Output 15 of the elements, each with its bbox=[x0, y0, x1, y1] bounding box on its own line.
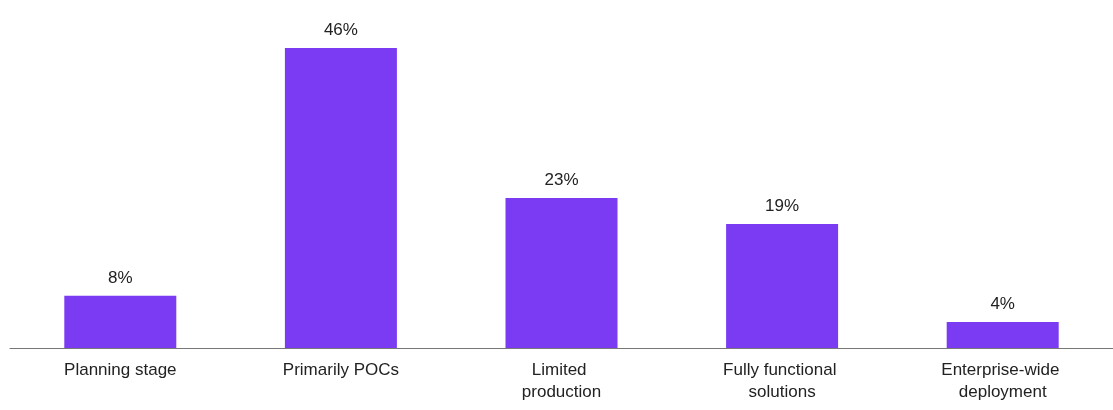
data-label: 19% bbox=[765, 196, 800, 216]
data-label: 46% bbox=[323, 20, 358, 39]
bar bbox=[726, 224, 839, 348]
data-label: 4% bbox=[990, 293, 1015, 313]
bar bbox=[64, 295, 177, 348]
x-tick-label: Planning stage bbox=[64, 359, 177, 379]
x-tick-label: Limited production bbox=[521, 359, 602, 401]
x-tick-label: Fully functional solutions bbox=[723, 359, 842, 401]
data-label: 23% bbox=[544, 170, 579, 189]
x-tick-label: Primarily POCs bbox=[282, 359, 399, 379]
data-label: 8% bbox=[108, 267, 133, 287]
bar bbox=[505, 198, 618, 348]
bar bbox=[284, 48, 397, 348]
bar bbox=[946, 321, 1059, 348]
x-tick-label: Enterprise-wide deployment bbox=[941, 359, 1065, 401]
